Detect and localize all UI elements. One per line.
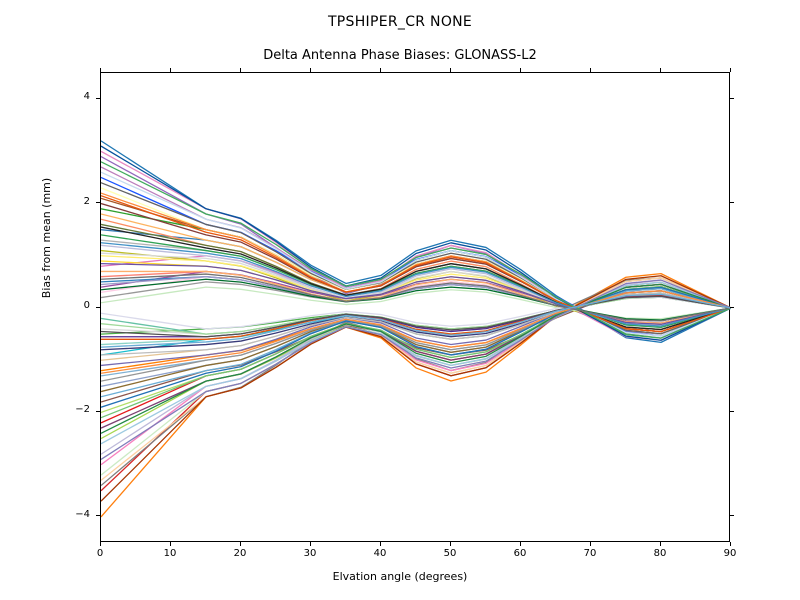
- y-tick-label: 0: [60, 300, 90, 311]
- series-line: [101, 278, 731, 491]
- y-tick: [96, 307, 100, 308]
- y-tick-label: −2: [60, 404, 90, 415]
- x-tick-label: 90: [718, 548, 742, 559]
- x-tick-label: 30: [298, 548, 322, 559]
- series-line: [101, 235, 731, 327]
- y-tick: [96, 202, 100, 203]
- x-tick-label: 60: [508, 548, 532, 559]
- x-tick-label: 10: [158, 548, 182, 559]
- plot-canvas: [101, 73, 731, 543]
- x-tick: [520, 542, 521, 546]
- plot-area: [100, 72, 730, 542]
- y-tick: [96, 98, 100, 99]
- series-line: [101, 282, 731, 444]
- y-axis-label: Bias from mean (mm): [40, 97, 53, 379]
- series-line: [101, 280, 731, 465]
- y-tick-label: 2: [60, 196, 90, 207]
- x-tick: [520, 68, 521, 72]
- series-line: [101, 297, 731, 334]
- x-tick: [660, 542, 661, 546]
- x-tick: [450, 542, 451, 546]
- series-line: [101, 276, 731, 501]
- x-tick: [660, 68, 661, 72]
- x-tick-label: 80: [648, 548, 672, 559]
- series-line: [101, 297, 731, 334]
- x-tick: [170, 68, 171, 72]
- x-tick-label: 40: [368, 548, 392, 559]
- y-tick: [730, 202, 734, 203]
- y-tick: [96, 515, 100, 516]
- x-tick-label: 70: [578, 548, 602, 559]
- y-tick-label: −4: [60, 509, 90, 520]
- x-tick: [730, 68, 731, 72]
- x-tick-label: 20: [228, 548, 252, 559]
- y-tick: [730, 411, 734, 412]
- x-tick: [310, 68, 311, 72]
- y-tick-label: 4: [60, 91, 90, 102]
- x-tick-label: 0: [88, 548, 112, 559]
- series-line: [101, 278, 731, 486]
- x-tick: [240, 542, 241, 546]
- series-line: [101, 279, 731, 320]
- x-tick: [730, 542, 731, 546]
- series-line: [101, 280, 731, 459]
- series-line: [101, 157, 731, 334]
- x-tick: [590, 542, 591, 546]
- x-tick: [100, 542, 101, 546]
- x-tick: [380, 542, 381, 546]
- y-tick: [730, 98, 734, 99]
- figure-suptitle: TPSHIPER_CR NONE: [0, 14, 800, 30]
- series-line: [101, 204, 731, 332]
- x-tick: [170, 542, 171, 546]
- x-tick: [590, 68, 591, 72]
- x-tick: [310, 542, 311, 546]
- x-tick: [450, 68, 451, 72]
- axes-title: Delta Antenna Phase Biases: GLONASS-L2: [0, 48, 800, 63]
- y-tick: [96, 411, 100, 412]
- x-tick: [380, 68, 381, 72]
- series-line: [101, 274, 731, 517]
- y-tick: [730, 515, 734, 516]
- x-tick: [240, 68, 241, 72]
- y-tick: [730, 307, 734, 308]
- x-tick-label: 50: [438, 548, 462, 559]
- x-axis-label: Elvation angle (degrees): [0, 570, 800, 583]
- series-line: [101, 297, 731, 334]
- series-line: [101, 141, 731, 343]
- x-tick: [100, 68, 101, 72]
